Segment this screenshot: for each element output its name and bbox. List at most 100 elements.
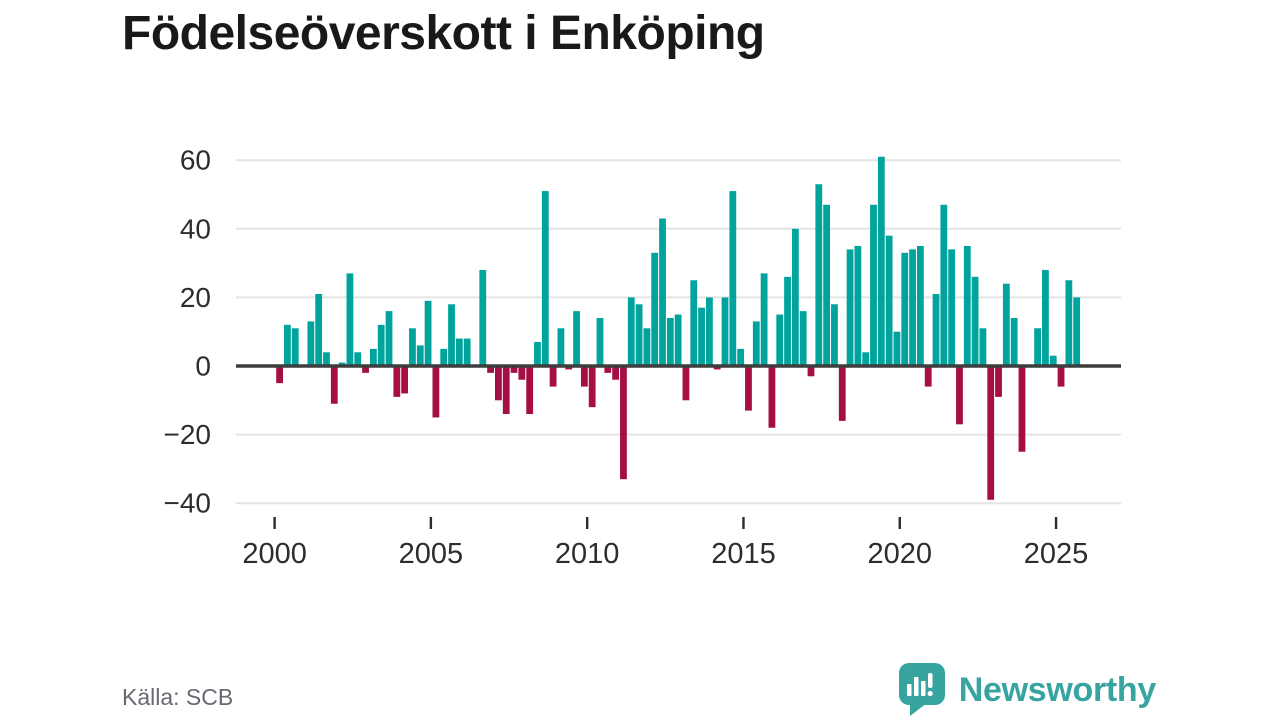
- bar-2019q3: [885, 235, 893, 366]
- newsworthy-bubble-chart-icon: [898, 663, 945, 716]
- bar-2012q4: [674, 314, 682, 366]
- bar-2023q1: [995, 366, 1002, 397]
- bar-2003q3: [385, 311, 393, 366]
- bar-2015q2: [752, 321, 760, 366]
- bar-2016q3: [791, 228, 799, 366]
- bar-2015q1: [745, 366, 752, 411]
- bar-2021q4: [956, 366, 963, 425]
- y-tick-label-20: 20: [180, 282, 211, 313]
- bar-2008q1: [526, 366, 534, 415]
- bar-2007q3: [510, 366, 518, 373]
- bar-2022q2: [971, 276, 979, 366]
- bar-2003q4: [393, 366, 401, 397]
- bar-2011q3: [635, 304, 643, 366]
- bar-2023q3: [1010, 317, 1018, 366]
- y-tick-label-40: 40: [180, 213, 211, 244]
- bar-2014q4: [737, 348, 745, 366]
- bar-2013q1: [682, 366, 690, 401]
- bars: [276, 156, 1081, 500]
- bar-2011q4: [643, 328, 651, 366]
- y-tick-label--40: −40: [164, 488, 212, 519]
- bar-2021q3: [948, 249, 956, 366]
- bar-2015q3: [760, 273, 768, 366]
- bar-2016q1: [776, 314, 784, 366]
- x-tick-label-2015: 2015: [711, 538, 776, 570]
- bar-2002q4: [362, 366, 369, 373]
- bar-2004q3: [416, 345, 424, 366]
- bar-2001q1: [307, 321, 315, 366]
- bar-2019q4: [893, 331, 901, 366]
- bar-2007q1: [495, 366, 502, 401]
- bar-2017q1: [807, 366, 815, 377]
- bar-2002q3: [354, 352, 362, 366]
- bar-2015q4: [768, 366, 776, 428]
- bar-2001q3: [323, 352, 330, 366]
- bar-2018q2: [846, 249, 854, 366]
- bar-2008q3: [541, 191, 549, 366]
- bar-2003q2: [377, 324, 385, 366]
- bar-2006q3: [479, 269, 487, 366]
- bar-2001q2: [315, 293, 323, 366]
- bar-2000q1: [276, 366, 283, 384]
- bar-2014q3: [729, 191, 737, 366]
- bar-2019q1: [870, 204, 877, 366]
- bar-2001q4: [330, 366, 338, 404]
- bar-2006q4: [487, 366, 494, 373]
- bar-2016q4: [799, 311, 807, 366]
- bar-2004q2: [409, 328, 416, 366]
- bar-2009q1: [557, 328, 565, 366]
- bar-2012q1: [651, 252, 659, 366]
- bar-2013q2: [690, 280, 698, 366]
- bar-2017q3: [823, 204, 831, 366]
- bar-2011q2: [627, 297, 635, 366]
- newsworthy-wordmark: Newsworthy: [958, 670, 1157, 709]
- bar-2011q1: [620, 366, 627, 480]
- bar-2010q2: [596, 317, 604, 366]
- newsworthy-logo: Newsworthy: [898, 662, 1156, 718]
- y-tick-label-0: 0: [195, 351, 211, 382]
- bar-2012q3: [666, 317, 674, 366]
- bar-2004q4: [424, 300, 432, 366]
- bar-2008q2: [534, 341, 541, 366]
- bar-2018q3: [854, 245, 862, 366]
- bar-2004q1: [401, 366, 409, 394]
- x-tick-label-2025: 2025: [1024, 538, 1089, 570]
- bar-2000q2: [284, 324, 291, 366]
- bar-2007q2: [502, 366, 510, 415]
- bar-2013q4: [705, 297, 713, 366]
- chart-title: Födelseöverskott i Enköping: [122, 7, 765, 60]
- bar-2017q4: [831, 304, 838, 366]
- bar-2024q4: [1049, 355, 1057, 366]
- bar-2008q4: [549, 366, 557, 387]
- bar-2016q2: [784, 276, 791, 366]
- bar-2006q1: [463, 338, 471, 366]
- bar-2021q1: [932, 293, 940, 366]
- bar-2023q2: [1002, 283, 1010, 366]
- bar-2018q1: [838, 366, 846, 421]
- bar-2018q4: [862, 352, 870, 366]
- bar-2025q2: [1065, 280, 1073, 366]
- source-label: Källa: SCB: [122, 684, 234, 710]
- bar-2010q1: [588, 366, 596, 408]
- bar-2005q1: [432, 366, 440, 418]
- bar-2005q3: [448, 304, 455, 366]
- bar-2014q2: [721, 297, 729, 366]
- bar-2010q3: [604, 366, 612, 373]
- x-axis: 2000 2005 2010 2015 2020 2025: [242, 517, 1088, 570]
- bar-2024q2: [1034, 328, 1042, 366]
- bar-2010q4: [612, 366, 620, 380]
- bar-2020q1: [901, 252, 909, 366]
- bar-2005q2: [440, 348, 448, 366]
- y-tick-label-60: 60: [180, 145, 211, 176]
- bar-2007q4: [518, 366, 526, 380]
- bar-2024q3: [1042, 269, 1049, 366]
- bar-2020q4: [924, 366, 932, 387]
- x-tick-label-2000: 2000: [242, 538, 307, 570]
- x-tick-label-2005: 2005: [399, 538, 464, 570]
- bar-2020q2: [909, 249, 916, 366]
- bar-2022q4: [987, 366, 995, 500]
- bar-2005q4: [455, 338, 463, 366]
- bar-2012q2: [659, 218, 666, 366]
- bar-2022q3: [979, 328, 987, 366]
- y-tick-label--20: −20: [164, 419, 212, 450]
